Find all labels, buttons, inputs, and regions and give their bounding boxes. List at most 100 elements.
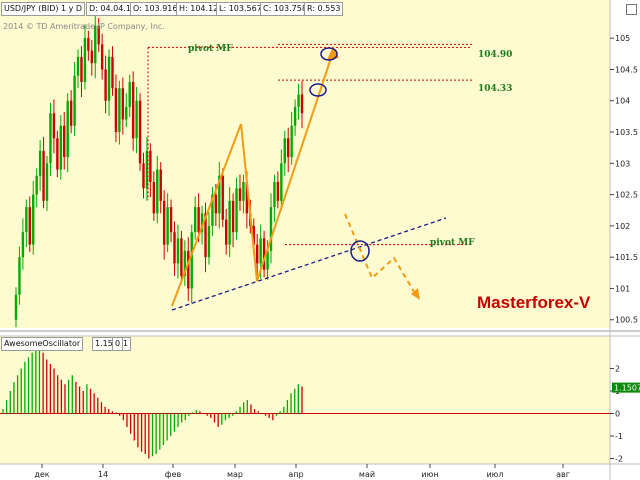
time-tick-label: июн — [421, 470, 438, 479]
candle-body — [193, 207, 197, 233]
candle-body — [49, 113, 52, 164]
candle-body — [173, 232, 176, 264]
candle-body — [21, 232, 25, 258]
candle-body — [207, 225, 211, 258]
oscillator-name[interactable]: AwesomeOscillator — [1, 337, 84, 351]
target-circle-1 — [320, 47, 338, 61]
candle-body — [14, 294, 18, 320]
price-tick-label: 102.5 — [615, 191, 638, 200]
candle-body — [125, 106, 128, 120]
price-tick-label: 101 — [615, 284, 630, 293]
candle-body — [149, 150, 152, 183]
candle-body — [156, 169, 159, 214]
orange-dashed-projection — [344, 213, 417, 296]
open-value: O: 103.916 — [130, 2, 181, 16]
candle-body — [121, 88, 125, 120]
candle-body — [97, 25, 100, 45]
candle-body — [56, 138, 59, 170]
oscillator-layer — [0, 348, 610, 459]
candle-body — [100, 44, 104, 70]
candle-body — [111, 56, 114, 89]
candle-body — [38, 150, 42, 176]
axes-layer: 100.5 101 101.5 102 102.5 103 103.5 104 104.5 105… — [34, 34, 640, 479]
candle-body — [59, 125, 62, 170]
candle-body — [28, 207, 31, 245]
candle-body — [269, 207, 273, 251]
time-tick-label: апр — [288, 470, 303, 479]
level-104-33-label: 104.33 — [478, 84, 513, 94]
candle-body — [287, 138, 290, 158]
candle-body — [183, 250, 187, 276]
candle-body — [228, 200, 231, 245]
candle-body — [66, 100, 69, 158]
time-tick-label: июл — [486, 470, 503, 479]
candle-body — [293, 106, 297, 126]
time-tick-label: мар — [227, 470, 243, 479]
panel-menu-button[interactable] — [626, 4, 637, 15]
level-104-90-label: 104.90 — [478, 50, 513, 60]
candle-body — [80, 56, 83, 82]
oscillator-extra: 0 — [112, 337, 124, 351]
price-tick-label: 104 — [615, 97, 630, 106]
osc-tick-label: -1 — [615, 432, 623, 441]
candle-body — [290, 125, 293, 158]
candle-body — [224, 219, 228, 245]
candle-body — [52, 113, 56, 139]
candle-body — [138, 100, 142, 164]
candle-body — [35, 175, 38, 195]
candle-body — [25, 207, 28, 233]
candle-body — [131, 81, 135, 139]
candle-body — [204, 213, 207, 258]
candles-layer — [14, 11, 304, 328]
candle-body — [235, 188, 238, 233]
price-tick-label: 104.5 — [615, 65, 638, 74]
candle-body — [190, 232, 193, 289]
orange-dashed-arrow-head — [411, 288, 420, 300]
candle-body — [187, 250, 190, 289]
pivot-bottom-label: pivot MF — [430, 238, 475, 248]
candle-body — [94, 25, 97, 64]
candle-body — [166, 207, 169, 245]
target-circle-2 — [309, 83, 327, 97]
trend-line — [171, 217, 447, 311]
candle-body — [252, 225, 255, 245]
candle-body — [280, 163, 283, 201]
candle-body — [231, 200, 235, 233]
candle-body — [256, 244, 259, 264]
pivot-top-label: pivot MF — [188, 44, 233, 54]
candle-body — [135, 100, 138, 139]
candle-body — [69, 100, 73, 126]
candle-body — [107, 56, 111, 101]
candle-body — [283, 138, 286, 164]
candle-body — [152, 182, 156, 214]
candle-body — [242, 182, 245, 201]
copyright-text: 2014 © TD Ameritrade IP Company, Inc. — [3, 22, 165, 31]
candle-body — [218, 175, 221, 214]
candle-body — [214, 194, 218, 214]
candle-body — [142, 163, 145, 189]
osc-tick-label: -2 — [615, 455, 623, 464]
candle-body — [42, 150, 45, 201]
candle-body — [266, 250, 269, 270]
osc-tick-label: 2 — [615, 365, 620, 374]
osc-axis-bg — [610, 336, 640, 464]
osc-value-badge-text: 1.1507 — [614, 384, 640, 393]
price-tick-label: 102 — [615, 222, 630, 231]
candle-body — [297, 94, 300, 107]
candle-body — [176, 238, 180, 264]
candle-body — [238, 188, 242, 201]
watermark-text: Masterforex-V — [477, 293, 591, 312]
candle-body — [114, 88, 118, 133]
candle-body — [245, 182, 249, 214]
candle-body — [118, 88, 121, 133]
orange-zigzag — [171, 51, 334, 307]
osc-value-badge — [612, 382, 640, 393]
time-tick-label: 14 — [98, 470, 108, 479]
candle-body — [200, 213, 204, 233]
candle-body — [221, 175, 224, 220]
candle-body — [63, 125, 66, 158]
candle-body — [159, 169, 162, 201]
candle-body — [45, 163, 49, 201]
symbol-label[interactable]: USD/JPY (BID) 1 y D — [1, 2, 86, 16]
